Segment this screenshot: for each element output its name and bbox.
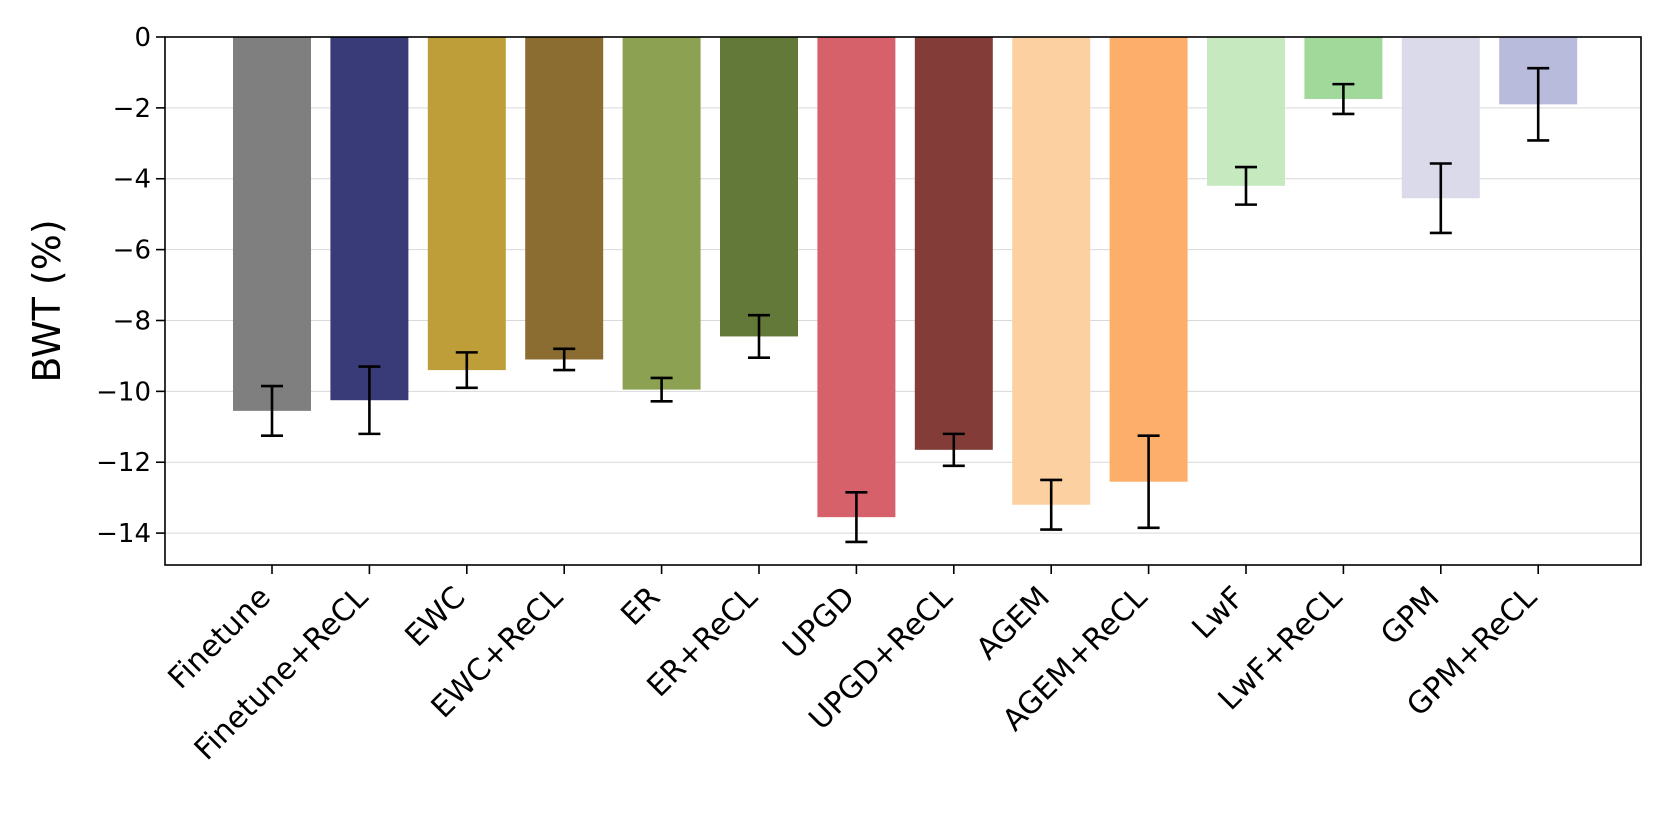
x-tick-label: ER bbox=[614, 580, 667, 633]
y-axis-label: BWT (%) bbox=[25, 219, 69, 382]
y-tick-label: −4 bbox=[113, 165, 151, 195]
y-tick-label: −6 bbox=[113, 236, 151, 266]
bars bbox=[233, 37, 1578, 518]
y-tick-label: −10 bbox=[96, 377, 151, 407]
bar-ewc bbox=[427, 37, 506, 371]
error-bars bbox=[261, 66, 1550, 544]
x-tick-label: EWC bbox=[399, 580, 473, 654]
y-tick-label: 0 bbox=[134, 23, 151, 53]
y-axis: 0 −2 −4 −6 −8 −10 −12 −14 bbox=[96, 23, 165, 549]
bar-finetune bbox=[233, 37, 311, 411]
bar-ewc-plus-recl bbox=[525, 37, 604, 360]
plot-frame bbox=[164, 36, 1642, 566]
x-tick-label: UPGD bbox=[776, 580, 862, 666]
x-tick-label: GPM bbox=[1374, 580, 1446, 652]
bar-er bbox=[622, 37, 701, 390]
bar-agem bbox=[1012, 37, 1091, 505]
bar-upgd-plus-recl bbox=[914, 37, 993, 450]
y-tick-label: −2 bbox=[113, 94, 151, 124]
bar-finetune-plus-recl bbox=[330, 37, 409, 401]
grid-lines bbox=[165, 36, 1641, 534]
x-tick-label: Finetune+ReCL bbox=[188, 580, 375, 767]
bar-lwf bbox=[1207, 37, 1285, 186]
y-tick-label: −12 bbox=[96, 448, 151, 478]
bar-er-plus-recl bbox=[720, 37, 798, 337]
bar-upgd bbox=[817, 37, 896, 518]
y-tick-label: −8 bbox=[113, 306, 151, 336]
x-tick-label: LwF bbox=[1186, 580, 1252, 646]
y-tick-label: −14 bbox=[96, 519, 151, 549]
bar-agem-plus-recl bbox=[1109, 37, 1188, 482]
x-tick-label: AGEM bbox=[970, 580, 1057, 667]
